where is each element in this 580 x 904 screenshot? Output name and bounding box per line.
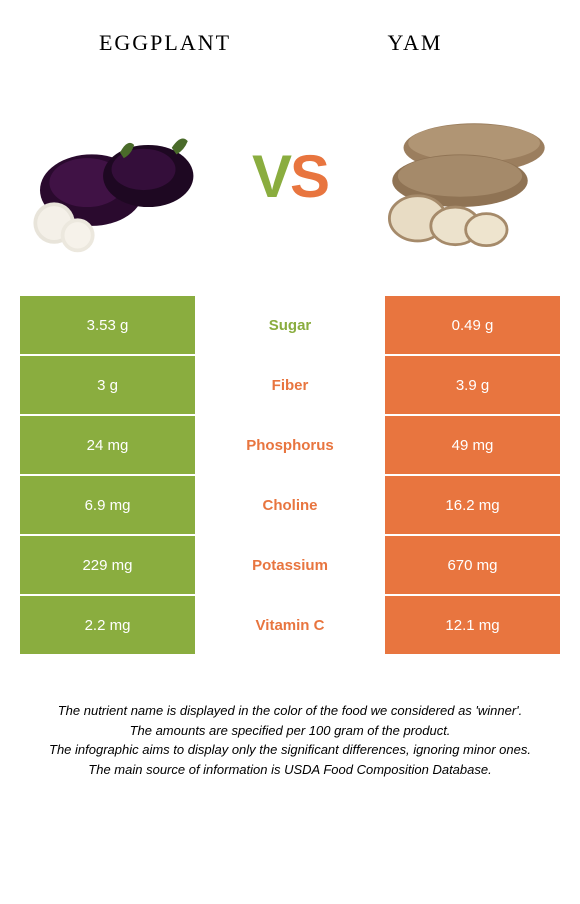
footer-line-3: The infographic aims to display only the… <box>20 740 560 760</box>
cell-right-value: 16.2 mg <box>385 476 560 534</box>
vs-s: S <box>290 143 328 210</box>
cell-left-value: 229 mg <box>20 536 195 594</box>
table-row: 2.2 mgVitamin C12.1 mg <box>20 596 560 656</box>
table-row: 3 gFiber3.9 g <box>20 356 560 416</box>
cell-nutrient-label: Phosphorus <box>195 416 385 474</box>
cell-nutrient-label: Fiber <box>195 356 385 414</box>
footer-line-2: The amounts are specified per 100 gram o… <box>20 721 560 741</box>
cell-nutrient-label: Choline <box>195 476 385 534</box>
cell-nutrient-label: Potassium <box>195 536 385 594</box>
cell-left-value: 3.53 g <box>20 296 195 354</box>
footer-notes: The nutrient name is displayed in the co… <box>0 656 580 799</box>
footer-line-1: The nutrient name is displayed in the co… <box>20 701 560 721</box>
yam-image <box>360 91 560 261</box>
cell-right-value: 49 mg <box>385 416 560 474</box>
footer-line-4: The main source of information is USDA F… <box>20 760 560 780</box>
cell-left-value: 2.2 mg <box>20 596 195 654</box>
cell-right-value: 0.49 g <box>385 296 560 354</box>
header-left-title: EGGPLANT <box>40 30 290 56</box>
vs-label: VS <box>252 142 328 211</box>
table-row: 229 mgPotassium670 mg <box>20 536 560 596</box>
cell-left-value: 3 g <box>20 356 195 414</box>
cell-right-value: 670 mg <box>385 536 560 594</box>
vs-v: V <box>252 143 290 210</box>
cell-right-value: 12.1 mg <box>385 596 560 654</box>
cell-left-value: 6.9 mg <box>20 476 195 534</box>
cell-nutrient-label: Vitamin C <box>195 596 385 654</box>
table-row: 3.53 gSugar0.49 g <box>20 296 560 356</box>
cell-nutrient-label: Sugar <box>195 296 385 354</box>
cell-right-value: 3.9 g <box>385 356 560 414</box>
eggplant-image <box>20 91 220 261</box>
cell-left-value: 24 mg <box>20 416 195 474</box>
nutrient-table: 3.53 gSugar0.49 g3 gFiber3.9 g24 mgPhosp… <box>0 296 580 656</box>
header-right-title: YAM <box>290 30 540 56</box>
table-row: 24 mgPhosphorus49 mg <box>20 416 560 476</box>
images-row: VS <box>0 76 580 296</box>
table-row: 6.9 mgCholine16.2 mg <box>20 476 560 536</box>
header: EGGPLANT YAM <box>0 0 580 76</box>
